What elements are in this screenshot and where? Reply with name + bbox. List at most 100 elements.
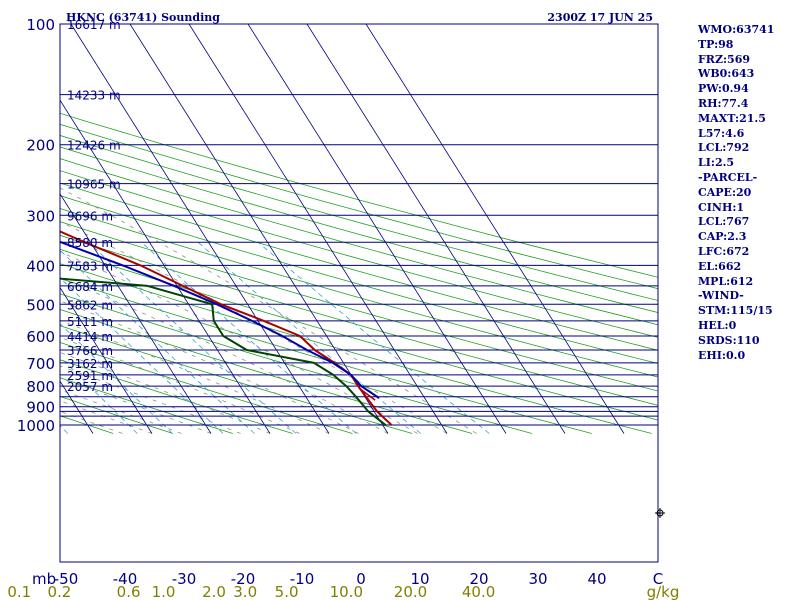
temperature-tick-label: -40: [113, 570, 138, 588]
dry-adiabat: [60, 158, 658, 326]
index-row: FRZ:569: [698, 52, 751, 66]
mixing-ratio-label: 20.0: [394, 583, 427, 600]
isotherm: [60, 99, 271, 434]
dry-adiabat: [60, 135, 658, 301]
height-label: 5862 m: [67, 298, 113, 312]
moist-adiabat: [60, 377, 212, 434]
height-label: 8580 m: [67, 236, 113, 250]
mixing-ratio-label: 0.1: [7, 583, 31, 600]
dry-adiabat: [60, 221, 658, 392]
pressure-tick-label: 1000: [17, 417, 55, 435]
isotherm: [306, 24, 566, 434]
height-label: 4414 m: [67, 330, 113, 344]
dry-adiabat: [60, 293, 533, 434]
temperature-tick-label: 40: [587, 570, 606, 588]
mixing-ratio-label: 40.0: [462, 583, 495, 600]
height-label: 2591 m: [67, 369, 113, 383]
index-row: HEL:0: [698, 318, 737, 332]
pressure-unit-label: mb: [32, 570, 56, 588]
index-row: LI:2.5: [698, 156, 735, 170]
pressure-tick-label: 300: [26, 207, 55, 225]
parcel-trace: [60, 240, 362, 387]
pressure-tick-label: 200: [26, 137, 55, 155]
height-label: 7583 m: [67, 259, 113, 273]
pressure-tick-label: 100: [26, 16, 55, 34]
temperature-tick-label: 20: [469, 570, 488, 588]
dry-adiabat: [60, 112, 658, 278]
index-row: WB0:643: [698, 67, 755, 81]
moist-adiabat: [60, 187, 477, 434]
dry-adiabat: [60, 359, 293, 434]
storm-motion-vector: [358, 387, 376, 401]
temperature-tick-label: -50: [54, 570, 79, 588]
index-row: CINH:1: [698, 200, 745, 214]
index-row: EL:662: [698, 259, 742, 273]
wind-barb: [360, 385, 380, 399]
height-label: 6684 m: [67, 280, 113, 294]
index-row: STM:115/15: [698, 304, 773, 318]
dry-adiabat: [60, 395, 174, 434]
plot-background: [60, 24, 658, 562]
height-label: 14233 m: [67, 89, 121, 103]
height-label: 9696 m: [67, 209, 113, 223]
isotherm: [70, 24, 330, 434]
pressure-tick-label: 400: [26, 257, 55, 275]
mixing-ratio-line: [88, 241, 297, 434]
index-row: EHI:0.0: [698, 348, 746, 362]
index-row: CAPE:20: [698, 185, 752, 199]
isotherm: [247, 24, 507, 434]
temperature-tick-label: 10: [410, 570, 429, 588]
index-row: RH:77.4: [698, 96, 749, 110]
mixing-ratio-label: 0.6: [117, 583, 141, 600]
dry-adiabat: [60, 208, 658, 378]
moist-adiabat: [60, 320, 330, 434]
height-label: 10965 m: [67, 178, 121, 192]
index-row: WMO:63741: [698, 23, 775, 36]
isotherm: [60, 193, 212, 434]
height-label: 3162 m: [67, 357, 113, 371]
pressure-tick-label: 900: [26, 399, 55, 417]
temperature-tick-label: -30: [172, 570, 197, 588]
indices-panel: WMO:63741 TP:98 FRZ:569 WB0:643 PW:0.94 RH:77…: [698, 23, 798, 363]
mixing-ratio-label: 10.0: [330, 583, 363, 600]
pressure-tick-label: 600: [26, 328, 55, 346]
moist-adiabat: [60, 365, 241, 434]
moist-adiabat: [60, 221, 448, 434]
mixing-ratio-unit-label: g/kg: [647, 583, 680, 600]
isotherm: [129, 24, 389, 434]
index-row: -WIND-: [698, 289, 744, 303]
index-row: LFC:672: [698, 244, 750, 258]
dry-adiabat: [60, 170, 658, 338]
index-row: CAP:2.3: [698, 230, 747, 244]
temperature-tick-label: -10: [290, 570, 315, 588]
moist-adiabat: [60, 336, 300, 434]
dewpoint-trace: [60, 277, 387, 426]
temperature-tick-label: 30: [528, 570, 547, 588]
dry-adiabat: [60, 234, 658, 406]
height-label: 5111 m: [67, 315, 113, 329]
height-label: 2057 m: [67, 380, 113, 394]
dry-adiabat: [60, 278, 592, 434]
dry-adiabat: [60, 146, 658, 313]
mixing-ratio-label: 3.0: [233, 583, 257, 600]
temperature-tick-label: -20: [231, 570, 256, 588]
pressure-tick-label: 800: [26, 378, 55, 396]
dry-adiabat: [60, 248, 658, 421]
index-row: TP:98: [698, 37, 734, 51]
mixing-ratio-label: 2.0: [202, 583, 226, 600]
mixing-ratio-label: 5.0: [275, 583, 299, 600]
index-row: PW:0.94: [698, 82, 749, 96]
height-label: 3766 m: [67, 344, 113, 358]
mixing-ratio-line: [0, 242, 27, 433]
station-title: HKNC (63741) Sounding: [66, 11, 220, 24]
dry-adiabat: [60, 123, 658, 290]
mixing-ratio-label: 1.0: [152, 583, 176, 600]
index-row: L57:4.6: [698, 126, 745, 140]
height-label: 12426 m: [67, 139, 121, 153]
dry-adiabat: [60, 325, 413, 434]
dry-adiabat: [60, 263, 652, 434]
moist-adiabat: [60, 277, 389, 434]
index-row: LCL:767: [698, 215, 750, 229]
mixing-ratio-label: 0.2: [47, 583, 71, 600]
